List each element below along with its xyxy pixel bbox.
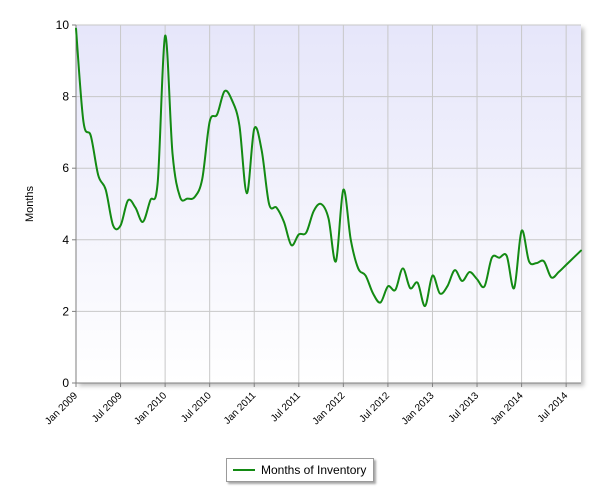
x-tick-label: Jul 2014 — [536, 390, 571, 425]
y-axis-title: Months — [24, 185, 36, 222]
legend-swatch-months-of-inventory — [233, 469, 255, 471]
y-tick-label: 8 — [62, 90, 69, 104]
x-tick-label: Jan 2009 — [43, 390, 80, 427]
y-tick-label: 0 — [62, 376, 69, 390]
x-tick-label: Jul 2011 — [269, 390, 303, 424]
y-axis-ticks: 0 2 4 6 8 10 — [56, 18, 76, 390]
y-tick-label: 10 — [56, 18, 70, 32]
x-tick-label: Jul 2012 — [358, 390, 393, 425]
y-tick-label: 4 — [62, 233, 69, 247]
series-line-months-of-inventory — [75, 27, 582, 308]
y-tick-label: 2 — [62, 304, 69, 318]
x-axis-ticks: Jan 2009 Jul 2009 Jan 2010 Jul 2010 Jan 2011… — [43, 383, 571, 427]
x-tick-label: Jan 2010 — [132, 390, 169, 427]
y-tick-label: 6 — [62, 161, 69, 175]
x-tick-label: Jul 2010 — [179, 390, 214, 425]
x-tick-label: Jan 2011 — [222, 390, 259, 427]
legend: Months of Inventory — [226, 458, 374, 482]
x-tick-label: Jul 2009 — [90, 390, 125, 425]
plot-area — [76, 25, 581, 383]
legend-label-months-of-inventory: Months of Inventory — [261, 463, 367, 477]
x-tick-label: Jan 2013 — [400, 390, 437, 427]
series-layer — [75, 27, 582, 308]
x-tick-label: Jan 2012 — [311, 390, 348, 427]
x-tick-label: Jul 2013 — [447, 390, 482, 425]
x-tick-label: Jan 2014 — [489, 390, 526, 427]
